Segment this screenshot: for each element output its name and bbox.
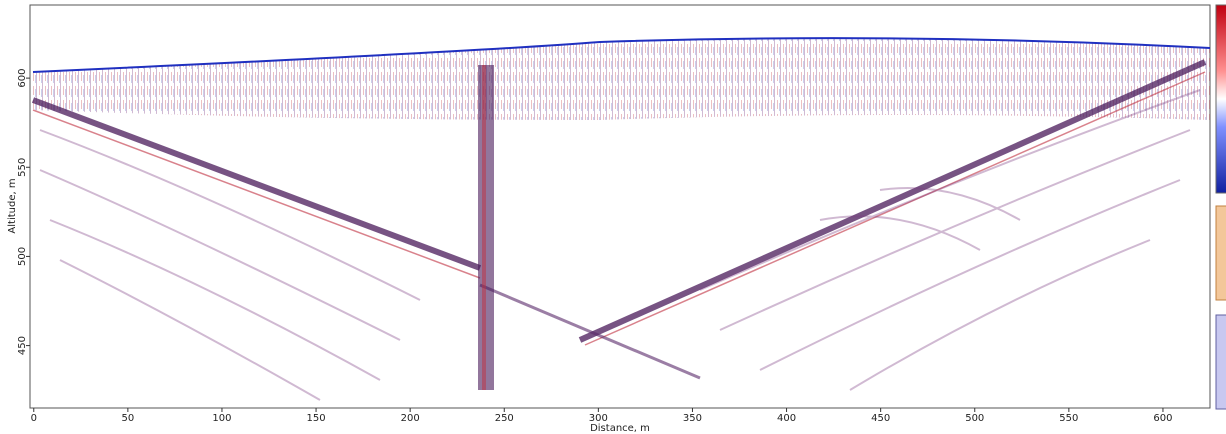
x-tick-label: 300	[589, 413, 608, 424]
x-tick-label: 100	[212, 413, 231, 424]
x-tick-label: 600	[1153, 413, 1172, 424]
x-axis-label: Distance, m	[590, 423, 650, 434]
x-tick-label: 550	[1059, 413, 1078, 424]
y-tick-label: 450	[17, 336, 28, 355]
thumbnail[interactable]	[1215, 205, 1226, 301]
x-tick-label: 450	[871, 413, 890, 424]
x-tick-label: 50	[121, 413, 134, 424]
x-tick-label: 250	[495, 413, 514, 424]
x-tick-label: 400	[777, 413, 796, 424]
y-tick-label: 500	[17, 247, 28, 266]
x-tick-label: 350	[683, 413, 702, 424]
colorbar	[1215, 4, 1226, 194]
x-tick-label: 0	[31, 413, 37, 424]
y-tick-label: 550	[17, 158, 28, 177]
radargram-image	[31, 37, 1210, 401]
thumbnail[interactable]	[1215, 314, 1226, 410]
x-tick-label: 200	[401, 413, 420, 424]
x-tick-label: 150	[307, 413, 326, 424]
y-tick-label: 600	[17, 69, 28, 88]
y-axis-label: Altitude, m	[7, 178, 18, 233]
x-tick-label: 500	[965, 413, 984, 424]
